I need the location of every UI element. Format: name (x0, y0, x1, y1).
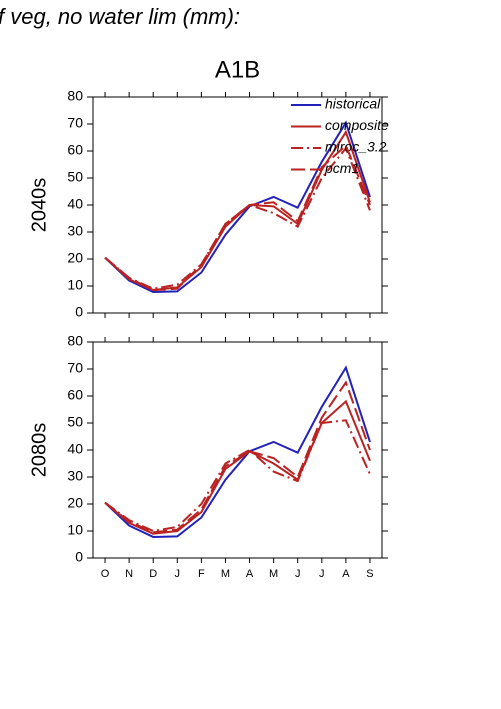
x-tick-label: M (269, 568, 278, 580)
y-tick-label: 70 (67, 115, 83, 131)
legend-label: composite (325, 117, 389, 133)
page-title: f veg, no water lim (mm): (0, 4, 240, 29)
legend-label: miroc_3.2 (325, 139, 387, 155)
series-line (104, 143, 371, 292)
x-tick-label: J (319, 568, 325, 580)
x-tick-label: M (221, 568, 230, 580)
series-line (104, 365, 371, 538)
y-tick-label: 10 (67, 277, 83, 293)
y-axis-label: 2080s (28, 423, 50, 478)
y-tick-label: 0 (75, 549, 83, 565)
y-tick-label: 40 (67, 196, 83, 212)
y-tick-label: 70 (67, 360, 83, 376)
y-tick-label: 10 (67, 522, 83, 538)
series-line (104, 380, 371, 534)
y-tick-label: 50 (67, 414, 83, 430)
series-line (104, 129, 371, 292)
y-tick-label: 80 (67, 333, 83, 349)
legend-label: historical (325, 96, 381, 112)
y-axis-label: 2040s (28, 178, 50, 233)
x-tick-label: F (198, 568, 205, 580)
legend-label: pcm1 (324, 160, 359, 176)
y-tick-label: 40 (67, 441, 83, 457)
x-tick-label: N (125, 568, 133, 580)
y-tick-label: 30 (67, 468, 83, 484)
y-tick-label: 0 (75, 304, 83, 320)
y-tick-label: 50 (67, 169, 83, 185)
y-tick-label: 60 (67, 142, 83, 158)
series-line (104, 120, 371, 293)
y-tick-label: 20 (67, 495, 83, 511)
x-tick-label: O (101, 568, 110, 580)
y-tick-label: 20 (67, 250, 83, 266)
y-tick-label: 60 (67, 387, 83, 403)
y-tick-label: 30 (67, 223, 83, 239)
series-line (104, 419, 371, 533)
x-tick-label: A (246, 568, 254, 580)
x-tick-label: J (295, 568, 301, 580)
x-tick-label: A (342, 568, 350, 580)
panel-title: A1B (215, 56, 260, 83)
x-tick-label: D (149, 568, 157, 580)
series-line (104, 399, 371, 535)
x-tick-label: J (175, 568, 181, 580)
x-tick-label: S (366, 568, 373, 580)
y-tick-label: 80 (67, 88, 83, 104)
